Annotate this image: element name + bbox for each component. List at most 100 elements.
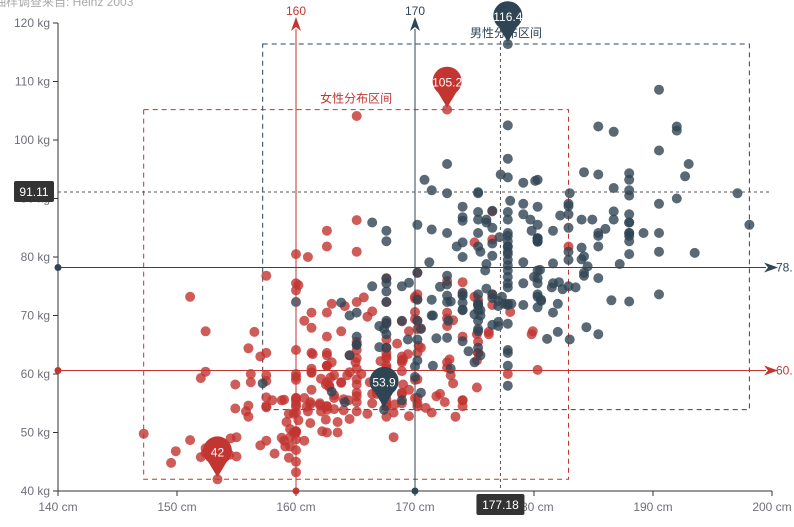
male-data-point[interactable] (442, 270, 453, 281)
male-data-point[interactable] (532, 233, 543, 244)
male-data-point[interactable] (351, 339, 362, 350)
male-data-point[interactable] (473, 305, 484, 316)
female-data-point[interactable] (321, 241, 332, 252)
male-data-point[interactable] (412, 267, 423, 278)
female-data-point[interactable] (332, 427, 343, 438)
male-data-point[interactable] (624, 185, 635, 196)
male-data-point[interactable] (496, 291, 507, 302)
male-data-point[interactable] (381, 329, 392, 340)
female-data-point[interactable] (426, 407, 437, 418)
female-data-point[interactable] (351, 379, 362, 390)
male-data-point[interactable] (689, 247, 700, 258)
male-data-point[interactable] (494, 232, 505, 243)
female-data-point[interactable] (351, 406, 362, 417)
female-data-point[interactable] (231, 432, 242, 443)
female-data-point[interactable] (230, 403, 241, 414)
male-data-point[interactable] (548, 307, 558, 318)
male-data-point[interactable] (624, 168, 635, 179)
male-data-point[interactable] (381, 225, 392, 236)
female-data-point[interactable] (321, 427, 332, 438)
female-data-point[interactable] (471, 382, 482, 393)
male-data-point[interactable] (518, 278, 529, 289)
male-data-point[interactable] (563, 281, 574, 292)
female-data-point[interactable] (321, 307, 332, 318)
female-data-point[interactable] (336, 326, 347, 337)
male-data-point[interactable] (614, 259, 625, 269)
female-data-point[interactable] (302, 252, 313, 262)
male-data-point[interactable] (532, 174, 543, 185)
female-data-point[interactable] (269, 448, 280, 459)
male-data-point[interactable] (518, 300, 529, 310)
male-data-point[interactable] (542, 333, 553, 344)
male-data-point[interactable] (576, 214, 587, 225)
male-data-point[interactable] (426, 294, 437, 305)
female-data-point[interactable] (502, 369, 513, 379)
female-data-point[interactable] (299, 393, 310, 403)
female-data-point[interactable] (305, 418, 316, 429)
male-data-point[interactable] (552, 298, 563, 309)
male-data-point[interactable] (381, 342, 392, 353)
male-data-point[interactable] (457, 252, 468, 262)
female-data-point[interactable] (321, 401, 332, 412)
male-data-point[interactable] (473, 342, 484, 353)
female-data-point[interactable] (261, 270, 272, 281)
male-data-point[interactable] (505, 195, 516, 206)
male-data-point[interactable] (518, 209, 529, 220)
female-data-point[interactable] (332, 417, 343, 427)
male-data-point[interactable] (502, 318, 513, 329)
male-data-point[interactable] (442, 332, 453, 343)
male-data-point[interactable] (487, 205, 498, 216)
male-data-point[interactable] (502, 153, 513, 164)
male-data-point[interactable] (654, 289, 664, 300)
male-data-point[interactable] (415, 387, 426, 398)
female-data-point[interactable] (306, 363, 317, 374)
male-data-point[interactable] (606, 295, 617, 306)
male-data-point[interactable] (654, 228, 664, 238)
female-data-point[interactable] (299, 315, 310, 326)
male-data-point[interactable] (442, 188, 453, 199)
female-data-point[interactable] (185, 291, 196, 302)
male-data-point[interactable] (525, 214, 536, 225)
female-data-point[interactable] (245, 369, 256, 379)
male-data-point[interactable] (593, 273, 604, 284)
male-data-point[interactable] (608, 206, 619, 217)
male-data-point[interactable] (339, 397, 350, 408)
male-data-point[interactable] (442, 279, 453, 290)
female-data-point[interactable] (435, 388, 445, 399)
male-data-point[interactable] (502, 380, 513, 391)
male-data-point[interactable] (608, 183, 619, 193)
male-data-point[interactable] (426, 224, 437, 235)
male-data-point[interactable] (563, 209, 574, 220)
mark-points[interactable]: 105.2 42 116.4 53.9 (202, 1, 523, 478)
male-data-point[interactable] (457, 201, 468, 212)
male-data-point[interactable] (563, 198, 574, 209)
male-data-point[interactable] (555, 210, 566, 221)
male-data-point[interactable] (624, 296, 635, 307)
male-data-point[interactable] (518, 198, 529, 209)
male-data-point[interactable] (548, 258, 558, 269)
male-data-point[interactable] (351, 331, 362, 342)
male-data-point[interactable] (396, 395, 407, 406)
male-data-point[interactable] (381, 286, 392, 297)
male-data-point[interactable] (487, 250, 498, 261)
female-data-point[interactable] (261, 347, 272, 358)
male-min-pin[interactable] (369, 366, 399, 408)
female-data-point[interactable] (243, 411, 254, 422)
female-data-point[interactable] (245, 377, 256, 388)
male-data-point[interactable] (654, 198, 664, 209)
male-max-pin[interactable] (493, 1, 523, 43)
female-data-point[interactable] (532, 364, 543, 375)
male-data-point[interactable] (502, 120, 513, 131)
female-data-point[interactable] (276, 395, 287, 406)
male-data-point[interactable] (473, 214, 484, 225)
male-data-point[interactable] (554, 277, 564, 288)
male-data-point[interactable] (402, 334, 413, 345)
male-data-point[interactable] (469, 357, 480, 368)
female-data-point[interactable] (362, 408, 373, 419)
male-data-point[interactable] (563, 222, 574, 233)
male-data-point[interactable] (654, 84, 664, 95)
male-data-point[interactable] (424, 257, 435, 268)
male-data-point[interactable] (443, 315, 454, 326)
female-data-point[interactable] (321, 360, 332, 371)
